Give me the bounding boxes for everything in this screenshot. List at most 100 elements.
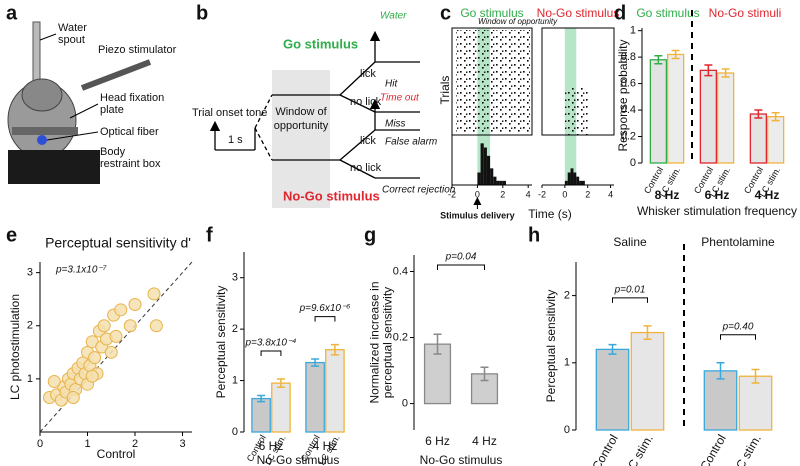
nogo-label: No-Go stimulus — [283, 188, 380, 203]
x-axis-label: Control — [97, 447, 136, 461]
hist-bar — [499, 180, 503, 185]
point — [123, 319, 137, 333]
bar — [251, 397, 271, 433]
head-plate — [12, 127, 78, 135]
group-label: 6 Hz — [705, 188, 730, 202]
panel-b: b Trial onset tone 1 s Window of opportu… — [192, 2, 456, 208]
x-tick-label: 3 — [179, 438, 185, 450]
hist-bar — [564, 180, 568, 185]
optical-fiber — [37, 135, 47, 145]
hist-bar — [477, 172, 481, 185]
action: no lick — [350, 162, 382, 174]
error-bar — [433, 333, 442, 355]
hist-bar — [496, 180, 500, 185]
point — [128, 298, 142, 311]
diagram-lines — [209, 30, 420, 179]
bracket — [260, 350, 282, 357]
point — [88, 351, 102, 365]
group-label: Phentolamine — [701, 235, 775, 249]
bracket — [437, 264, 485, 270]
hist-bar — [573, 172, 577, 185]
panel-letter: f — [206, 224, 213, 246]
panel-a: a Water spout Piezo stimulator Head fixa… — [6, 2, 177, 184]
y-tick-label: 0 — [630, 157, 636, 169]
bar — [595, 348, 630, 431]
point — [149, 319, 163, 333]
y-tick-label: 1 — [232, 374, 238, 386]
label: plate — [100, 104, 124, 116]
hist-bar — [582, 180, 585, 185]
trial-onset: Trial onset tone — [192, 107, 267, 119]
reward: Time out — [380, 93, 420, 104]
y-tick-label: 0.6 — [621, 77, 636, 89]
y-tick-label: 2 — [564, 290, 570, 302]
group-label: 6 Hz — [259, 439, 284, 453]
window-box — [272, 70, 330, 208]
restraint-box — [8, 150, 100, 184]
point — [147, 287, 161, 301]
error-bar — [643, 325, 652, 341]
error-bar — [257, 394, 266, 403]
panel-letter: h — [528, 224, 540, 246]
label: spout — [58, 34, 85, 46]
bracket — [612, 297, 648, 303]
bar — [738, 375, 773, 431]
y-axis-label: Normalized increase in — [368, 281, 382, 403]
error-bar — [704, 64, 713, 77]
group-label: Saline — [613, 235, 647, 249]
label: Body — [100, 146, 126, 158]
interval: 1 s — [228, 134, 243, 146]
action: lick — [360, 68, 376, 80]
chart-title: Perceptual sensitivity d' — [45, 235, 191, 251]
y-tick-label: 3 — [27, 267, 33, 279]
error-bar — [721, 68, 730, 78]
error-bar — [751, 368, 760, 384]
y-axis-label: perceptual sensitivity — [381, 287, 395, 398]
bar — [305, 361, 325, 433]
bar — [649, 59, 668, 164]
label: Optical fiber — [100, 126, 159, 138]
hist-bar — [576, 176, 580, 185]
bar — [716, 72, 735, 164]
y-tick-label: 2 — [27, 320, 33, 332]
hist-bar — [483, 147, 487, 185]
bar — [699, 69, 718, 164]
error-bar — [276, 378, 285, 389]
label: restraint box — [100, 158, 161, 170]
y-tick-label: 3 — [232, 272, 238, 284]
panel-letter: g — [364, 224, 376, 246]
bar — [703, 370, 738, 431]
hist-bar — [480, 143, 484, 185]
x-tick-label: 0 — [562, 189, 567, 199]
y-axis-label: Perceptual sensitivity — [544, 290, 558, 403]
p-value: p=9.6x10⁻⁶ — [299, 303, 351, 314]
label: Water — [58, 22, 87, 34]
y-axis-label: LC photostimulation — [8, 294, 22, 400]
p-value: p=3.8x10⁻⁴ — [244, 338, 296, 349]
y-tick-label: 1 — [564, 357, 570, 369]
label: Piezo stimulator — [98, 44, 177, 56]
bracket — [314, 316, 336, 322]
outcome: Hit — [385, 79, 398, 90]
x-tick-label: 4 — [526, 189, 531, 199]
reward: Water — [380, 11, 407, 22]
outcome: Correct rejection — [382, 185, 456, 196]
y-tick-label: 1 — [630, 25, 636, 37]
x-tick-label: 2 — [500, 189, 505, 199]
point — [104, 345, 118, 359]
y-tick-label: 0.2 — [621, 130, 636, 142]
bar — [749, 113, 768, 164]
bar — [271, 382, 291, 433]
mouse-head — [21, 78, 63, 112]
x-tick-label: 4 — [608, 189, 613, 199]
leaders — [39, 33, 99, 141]
y-axis-label: Trials — [438, 76, 452, 105]
error-bar — [654, 55, 663, 65]
panel-letter: c — [440, 2, 451, 24]
x-tick-label: -2 — [448, 189, 456, 199]
series-label: LC stim. — [622, 432, 656, 466]
y-tick-label: 0.8 — [621, 51, 636, 63]
outcome: False alarm — [385, 137, 437, 148]
outcome: Miss — [385, 119, 406, 130]
hist-bar — [490, 168, 494, 185]
